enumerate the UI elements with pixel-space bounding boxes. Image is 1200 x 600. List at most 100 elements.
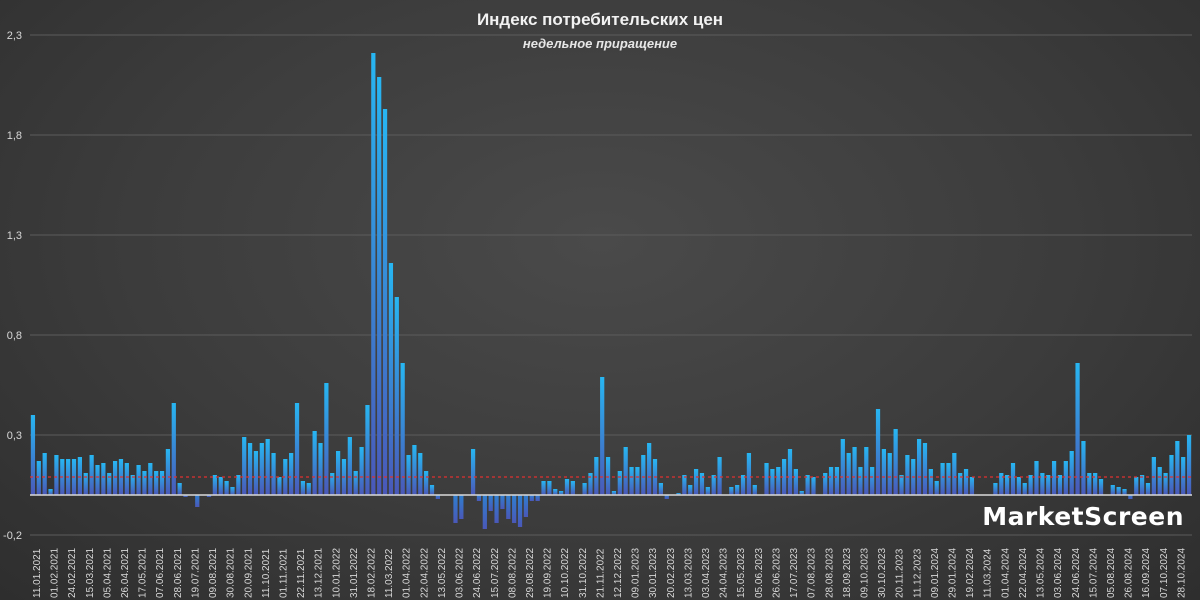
bar [1069, 451, 1074, 495]
y-tick-label: -0,2 [3, 530, 22, 542]
bar [148, 463, 153, 495]
x-tick-label: 22.04.2022 [419, 548, 430, 598]
bar [553, 489, 558, 495]
bar [101, 463, 106, 495]
bar [48, 489, 53, 495]
bar [799, 491, 804, 495]
x-tick-label: 17.07.2023 [789, 548, 800, 598]
x-tick-label: 01.04.2024 [1000, 548, 1011, 598]
bar [265, 439, 270, 495]
x-tick-label: 13.05.2024 [1036, 548, 1047, 598]
bar [277, 477, 282, 495]
bar [899, 475, 904, 495]
bar [218, 477, 223, 495]
bar [435, 495, 440, 499]
bar [517, 495, 523, 527]
x-tick-label: 03.04.2023 [701, 548, 712, 598]
x-tick-label: 07.06.2021 [155, 548, 166, 598]
bar [717, 457, 722, 495]
bar [89, 455, 94, 495]
bar [459, 495, 464, 519]
bar [388, 263, 394, 495]
bar [916, 439, 922, 495]
bar [1051, 461, 1057, 495]
bar [112, 461, 118, 495]
bar [535, 495, 540, 501]
x-tick-label: 29.01.2024 [948, 548, 959, 598]
bar [952, 453, 957, 495]
bar [793, 469, 798, 495]
bar [852, 447, 857, 495]
x-tick-label: 09.01.2024 [930, 548, 941, 598]
x-tick-label: 05.04.2021 [102, 548, 113, 598]
y-tick-label: 1,3 [7, 230, 22, 242]
bar [95, 465, 100, 495]
bar [570, 481, 575, 495]
bar [206, 495, 212, 497]
bar [993, 483, 998, 495]
x-tick-label: 26.08.2024 [1124, 548, 1135, 598]
bar [940, 463, 945, 495]
x-tick-label: 15.07.2024 [1088, 548, 1099, 598]
x-tick-label: 12.12.2022 [613, 548, 624, 598]
bar [482, 495, 487, 529]
bar [1022, 483, 1027, 495]
x-tick-label: 01.11.2021 [279, 548, 290, 598]
bar [154, 471, 159, 495]
bar [242, 437, 247, 495]
x-tick-label: 29.08.2022 [525, 548, 536, 598]
x-tick-label: 20.11.2023 [895, 548, 906, 598]
bar [289, 453, 294, 495]
x-tick-label: 28.10.2024 [1176, 548, 1187, 598]
x-tick-label: 15.07.2022 [490, 548, 501, 598]
bar [963, 469, 969, 495]
bar [682, 475, 687, 495]
bar [582, 483, 587, 495]
bar [1005, 475, 1010, 495]
bar [359, 447, 364, 495]
bar [846, 453, 851, 495]
x-tick-label: 30.01.2023 [648, 548, 659, 598]
bar [881, 449, 887, 495]
y-tick-label: 0,8 [7, 330, 22, 342]
bar [588, 473, 593, 495]
bar [353, 471, 358, 495]
bar [805, 475, 810, 495]
bar [1145, 483, 1151, 495]
bar [776, 467, 781, 495]
bar [928, 469, 933, 495]
x-tick-label: 18.02.2022 [367, 548, 378, 598]
bar [664, 495, 669, 499]
x-tick-label: 11.03.2022 [384, 548, 395, 598]
bar [705, 487, 710, 495]
x-tick-label: 13.03.2023 [683, 548, 694, 598]
bar [688, 485, 693, 495]
bar [541, 481, 546, 495]
x-tick-label: 20.09.2021 [243, 548, 254, 598]
x-tick-label: 22.04.2024 [1018, 548, 1029, 598]
bar [494, 495, 499, 523]
bar [1093, 473, 1098, 495]
y-tick-label: 0,3 [7, 430, 22, 442]
bar [159, 471, 165, 495]
bar [1140, 475, 1145, 495]
bar [406, 455, 411, 495]
bar [787, 449, 793, 495]
x-tick-label: 28.06.2021 [173, 548, 184, 598]
bar [306, 483, 311, 495]
bar [752, 485, 757, 495]
bar [1122, 489, 1127, 495]
bar [365, 405, 370, 495]
x-tick-label: 26.04.2021 [120, 548, 131, 598]
bar [870, 467, 875, 495]
bar [559, 491, 564, 495]
bar [371, 53, 376, 495]
x-tick-label: 24.06.2024 [1071, 548, 1082, 598]
bar [400, 363, 405, 495]
bar [875, 409, 881, 495]
x-tick-label: 07.10.2024 [1159, 548, 1170, 598]
x-tick-label: 19.09.2022 [543, 548, 554, 598]
x-tick-label: 30.10.2023 [877, 548, 888, 598]
bar [107, 473, 112, 495]
